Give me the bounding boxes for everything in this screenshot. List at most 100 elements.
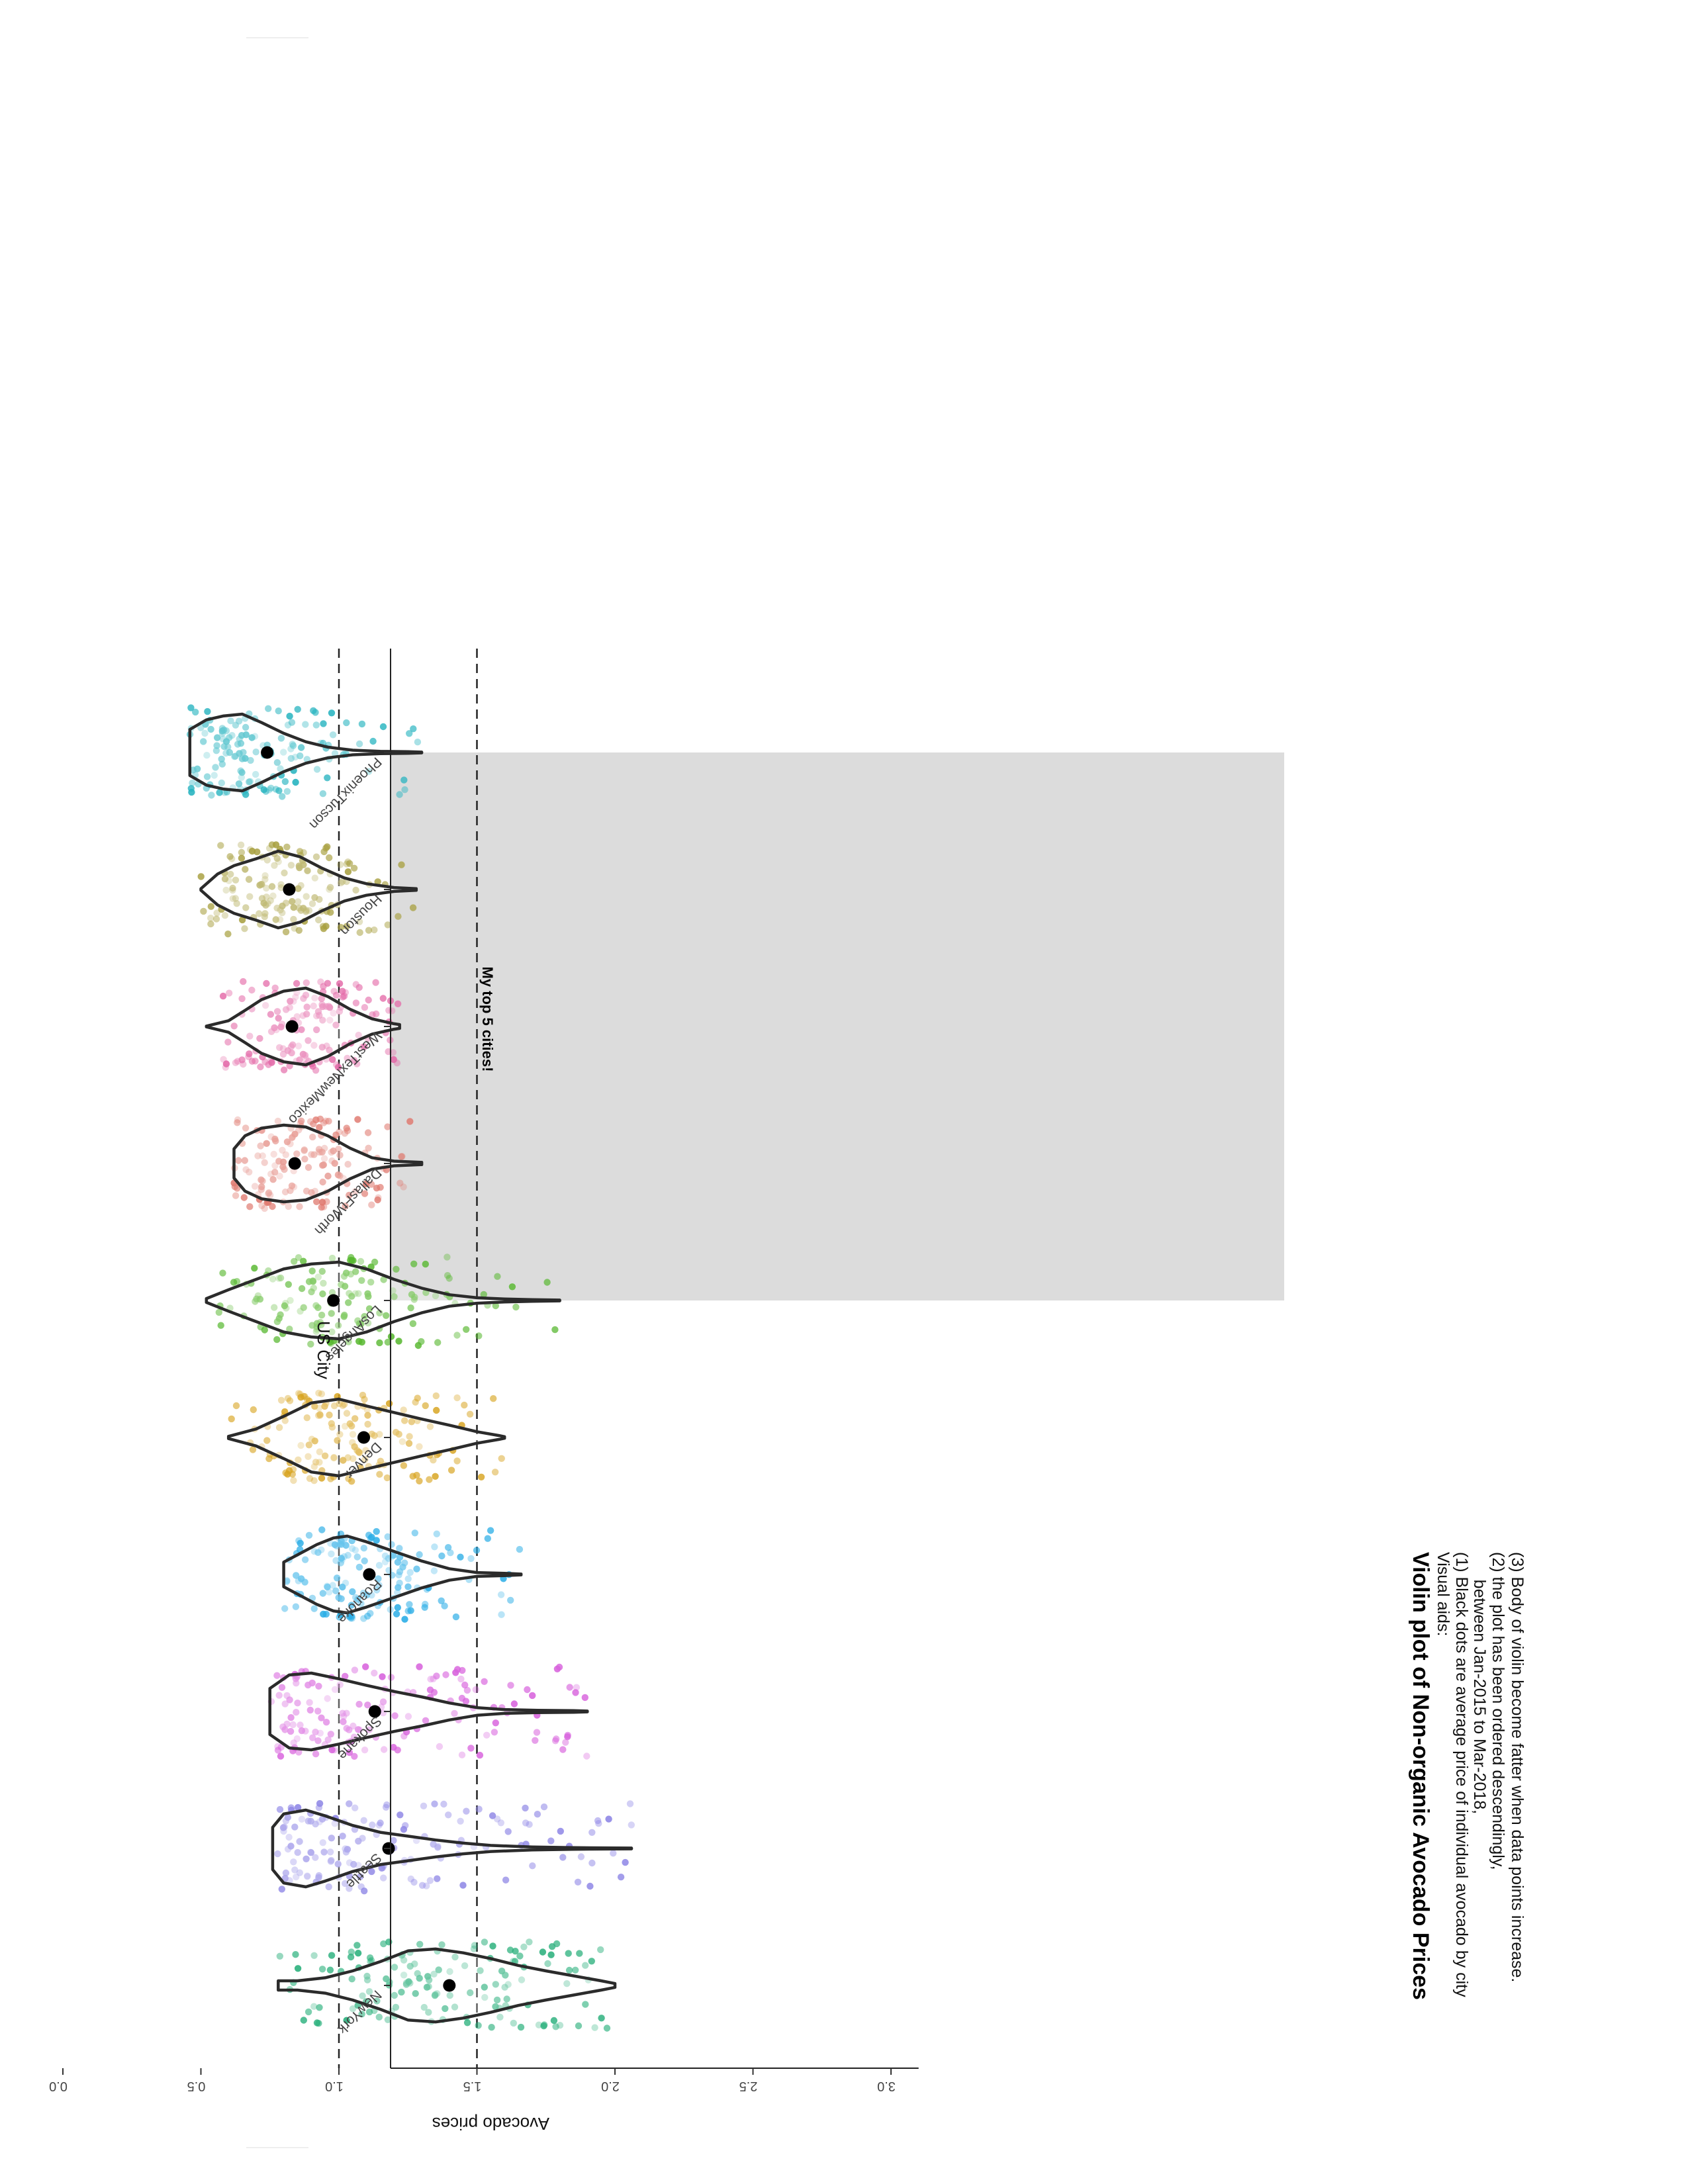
data-point <box>275 1424 283 1432</box>
data-point <box>430 1841 437 1848</box>
data-point <box>366 1954 374 1962</box>
data-point <box>405 730 413 737</box>
data-point <box>322 1610 330 1618</box>
data-point <box>301 1156 308 1163</box>
data-point <box>318 1148 326 1156</box>
data-point <box>274 1117 282 1125</box>
data-point <box>406 1569 414 1576</box>
data-point <box>383 1801 391 1809</box>
data-point <box>273 1336 281 1343</box>
data-point <box>286 1397 294 1404</box>
data-point <box>340 1718 347 1725</box>
data-point <box>346 1885 353 1892</box>
data-point <box>297 1539 304 1547</box>
data-point <box>364 1412 371 1419</box>
data-point <box>314 1273 322 1281</box>
data-point <box>352 1547 359 1554</box>
data-point <box>328 1550 335 1558</box>
data-point <box>286 1696 293 1704</box>
data-point <box>295 1456 302 1464</box>
data-point <box>347 1253 355 1261</box>
data-point <box>524 1686 531 1694</box>
data-point <box>274 1747 282 1754</box>
data-point <box>411 1529 418 1537</box>
data-point <box>324 1695 331 1702</box>
data-point <box>451 2003 459 2011</box>
data-point <box>332 1557 340 1565</box>
data-point <box>289 742 297 749</box>
data-point <box>361 1043 368 1050</box>
data-point <box>222 886 230 894</box>
violin-shape <box>188 712 424 793</box>
data-point <box>246 1032 254 1040</box>
data-point <box>225 989 233 997</box>
data-point <box>422 1717 430 1725</box>
data-point <box>350 864 358 872</box>
data-point <box>327 1475 334 1482</box>
data-point <box>286 1004 293 1011</box>
data-point <box>306 1475 314 1482</box>
data-point <box>617 1874 625 1881</box>
data-point <box>268 883 276 890</box>
data-point <box>325 1003 332 1010</box>
data-point <box>441 1602 448 1610</box>
data-point <box>303 1011 310 1018</box>
data-point <box>371 1258 379 1266</box>
data-point <box>361 1396 368 1403</box>
data-point <box>543 1279 551 1286</box>
data-point <box>261 876 269 883</box>
data-point <box>404 1575 412 1582</box>
data-point <box>312 1854 319 1861</box>
data-point <box>285 1467 293 1475</box>
data-point <box>353 1553 361 1561</box>
data-point <box>241 1157 248 1164</box>
data-point <box>400 1183 407 1191</box>
data-point <box>305 1453 312 1461</box>
mean-dot <box>285 1020 299 1033</box>
data-point <box>305 1531 313 1539</box>
data-point <box>295 927 303 934</box>
data-point <box>379 1673 386 1680</box>
data-point <box>361 1312 368 1320</box>
data-point <box>393 1610 400 1617</box>
data-point <box>248 847 256 855</box>
data-point <box>626 1800 634 1807</box>
data-point <box>356 1873 364 1880</box>
data-point <box>290 1858 297 1866</box>
data-point <box>240 1194 248 1201</box>
data-point <box>488 2024 495 2031</box>
data-point <box>325 854 333 862</box>
data-point <box>290 915 297 923</box>
data-point <box>408 1418 415 1426</box>
data-point <box>401 1615 408 1623</box>
data-point <box>492 1302 499 1310</box>
data-point <box>526 1938 533 1946</box>
data-point <box>242 723 250 731</box>
data-point <box>391 1991 398 1999</box>
data-point <box>277 1274 285 1282</box>
data-point <box>325 1883 332 1891</box>
data-point <box>238 1056 246 1064</box>
data-point <box>316 1729 324 1737</box>
data-point <box>426 1476 433 1483</box>
data-point <box>544 1960 551 1968</box>
data-point <box>291 1866 299 1874</box>
data-point <box>361 1557 368 1565</box>
data-point <box>273 904 281 912</box>
data-point <box>296 752 304 760</box>
data-point <box>236 735 243 743</box>
data-point <box>328 1056 336 1064</box>
data-point <box>272 916 279 923</box>
violin-shape <box>271 1808 633 1889</box>
data-point <box>305 1163 312 1171</box>
data-point <box>400 1559 408 1567</box>
data-point <box>295 1577 302 1584</box>
data-point <box>577 1853 585 1860</box>
data-point <box>334 1064 342 1071</box>
data-point <box>390 1056 397 1064</box>
data-point <box>290 1257 298 1265</box>
data-point <box>328 1157 336 1165</box>
data-point <box>526 1821 533 1828</box>
data-point <box>286 712 293 720</box>
data-point <box>319 1017 326 1024</box>
